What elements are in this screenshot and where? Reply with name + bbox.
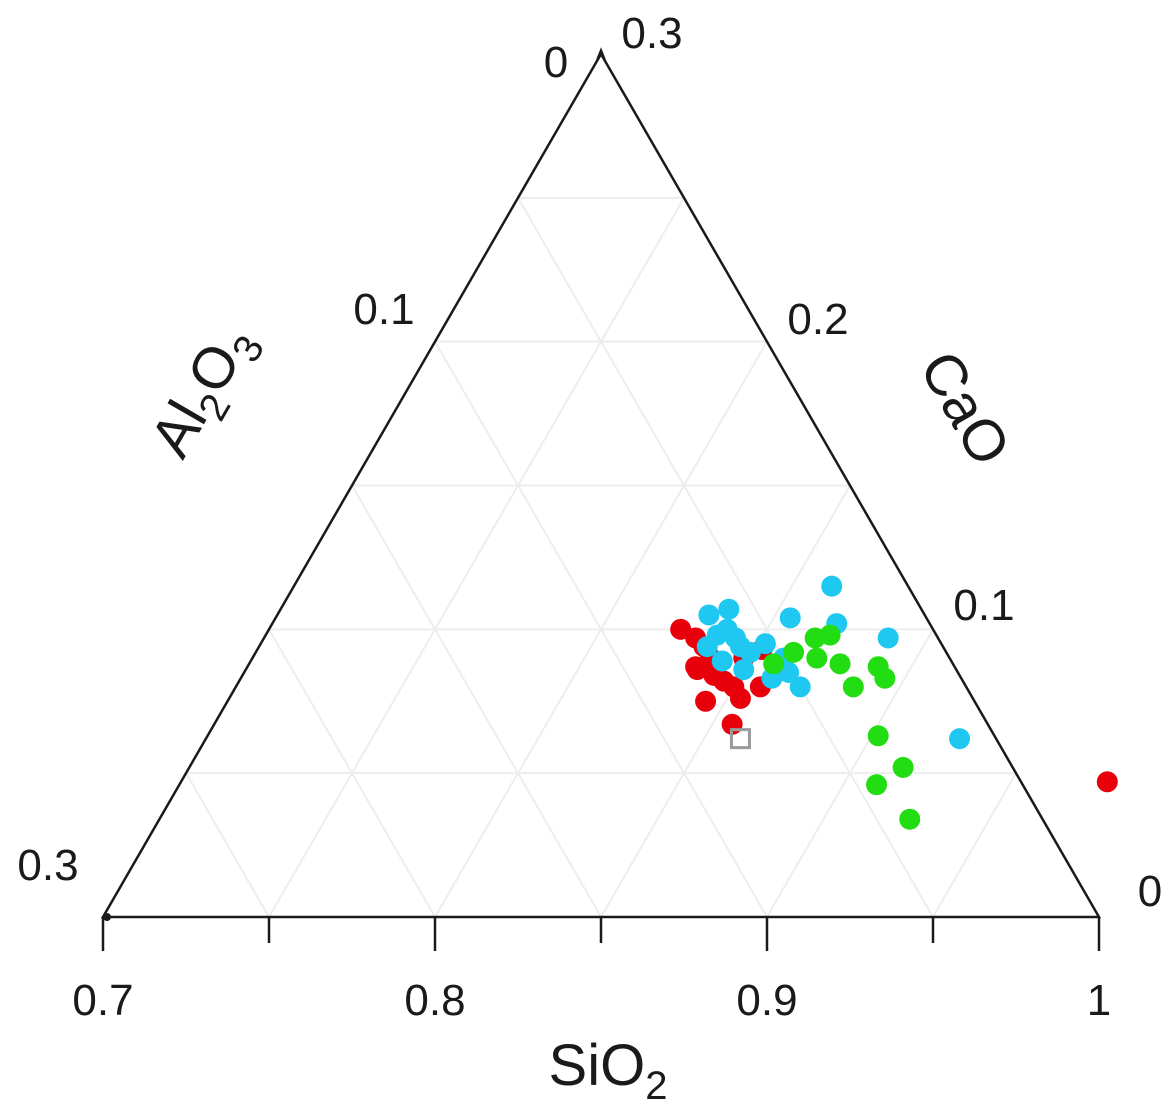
data-point — [729, 728, 751, 750]
grid-line — [517, 197, 934, 918]
grid-line — [766, 628, 934, 918]
grid-line — [600, 485, 851, 918]
data-point — [819, 624, 841, 646]
grid-lines — [185, 196, 1017, 918]
data-point — [698, 604, 720, 626]
data-point — [789, 676, 811, 698]
tick-label-right: 0 — [1138, 867, 1162, 916]
data-point — [899, 808, 921, 830]
data-point — [685, 656, 707, 678]
grid-line — [268, 628, 436, 918]
tick-label-right: 0.1 — [953, 581, 1014, 630]
axis-title-subscript: 2 — [645, 1064, 667, 1103]
data-points — [670, 575, 1118, 830]
grid-line — [268, 197, 685, 918]
data-point — [779, 607, 801, 629]
data-point — [783, 641, 805, 663]
grid-line — [185, 772, 270, 918]
data-point — [711, 650, 733, 672]
axis-title-sio2: SiO2 — [549, 1033, 668, 1103]
tick-label-right: 0.3 — [621, 9, 682, 58]
tick-label-left: 0.1 — [353, 285, 414, 334]
data-point — [866, 774, 888, 796]
data-point — [874, 667, 896, 689]
corner-marker — [103, 913, 111, 921]
tick-label-bottom: 0.9 — [736, 976, 797, 1025]
data-point — [877, 627, 899, 649]
data-point — [821, 575, 843, 597]
axis-labels: 0.7 0.8 0.9 1 0 0.1 0.3 0.3 0.2 0.1 0 Si… — [17, 9, 1162, 1103]
grid-line — [932, 772, 1017, 918]
data-point — [739, 641, 761, 663]
axis-title-al2o3: Al2O3 — [138, 313, 274, 473]
tick-label-bottom: 0.7 — [72, 976, 133, 1025]
triangle-frame — [100, 47, 1102, 951]
data-point — [696, 636, 718, 658]
data-point — [763, 653, 785, 675]
data-point — [867, 725, 889, 747]
tick-label-left: 0.3 — [17, 841, 78, 890]
data-point — [1096, 771, 1118, 793]
data-point — [892, 756, 914, 778]
axis-title-cao: CaO — [907, 340, 1023, 476]
grid-line — [434, 341, 768, 918]
data-point — [949, 728, 971, 750]
tick-label-right: 0.2 — [787, 295, 848, 344]
data-point — [718, 598, 740, 620]
axis-title-text: SiO — [549, 1033, 646, 1098]
data-point — [842, 676, 864, 698]
tick-label-bottom: 0.8 — [404, 976, 465, 1025]
data-point — [806, 647, 828, 669]
data-point — [729, 687, 751, 709]
data-point — [829, 653, 851, 675]
grid-line — [351, 485, 602, 918]
data-point — [733, 659, 755, 681]
tick-label-bottom: 1 — [1087, 976, 1111, 1025]
tick-label-left: 0 — [544, 38, 568, 87]
corner-marker — [596, 47, 606, 61]
data-point — [695, 690, 717, 712]
